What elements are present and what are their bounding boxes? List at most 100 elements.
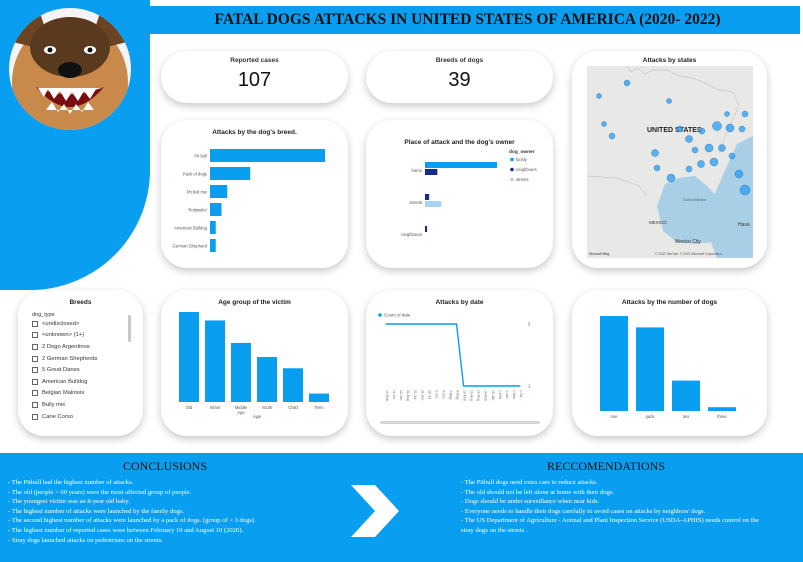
- bar[interactable]: [210, 149, 325, 162]
- map-bubble[interactable]: [666, 173, 676, 183]
- data-point[interactable]: [420, 323, 422, 325]
- bar[interactable]: [425, 169, 438, 175]
- map-bubble[interactable]: [712, 121, 722, 131]
- data-point[interactable]: [455, 323, 458, 325]
- map-bubble[interactable]: [676, 125, 684, 133]
- map-bubble[interactable]: [734, 169, 744, 179]
- map-gulf-label: Gulf of Mexico: [683, 198, 706, 202]
- checkbox-icon[interactable]: [32, 378, 38, 385]
- x-tick-label: 21-Jul: [413, 390, 417, 399]
- data-point[interactable]: [385, 323, 387, 325]
- data-point[interactable]: [399, 323, 401, 325]
- x-tick-label: 15-Jan: [491, 390, 495, 400]
- bar[interactable]: [231, 342, 251, 402]
- data-point[interactable]: [512, 385, 514, 387]
- us-map[interactable]: UNITED STATES MEXICO Mexico City Gulf of…: [587, 66, 753, 258]
- bar[interactable]: [210, 221, 216, 234]
- bar[interactable]: [257, 357, 277, 402]
- data-point[interactable]: [484, 385, 486, 387]
- map-bubble[interactable]: [741, 110, 749, 118]
- bar[interactable]: [425, 201, 442, 207]
- checkbox-icon[interactable]: [32, 390, 38, 397]
- checkbox-icon[interactable]: [32, 320, 38, 327]
- map-bubble[interactable]: [596, 93, 602, 99]
- data-point[interactable]: [477, 385, 479, 387]
- slicer-item[interactable]: 2 German Shepherds: [32, 353, 97, 365]
- map-bubble[interactable]: [724, 111, 730, 117]
- slicer-scrollbar[interactable]: [128, 315, 131, 342]
- map-bubble[interactable]: [653, 164, 661, 172]
- data-point[interactable]: [406, 323, 408, 325]
- map-bubble[interactable]: [685, 165, 693, 173]
- data-point[interactable]: [519, 385, 521, 387]
- map-bubble[interactable]: [666, 98, 672, 104]
- legend-title: dog_owner: [509, 149, 535, 155]
- slicer-item[interactable]: Bully mix: [32, 399, 97, 411]
- checkbox-icon[interactable]: [32, 367, 38, 374]
- bar[interactable]: [210, 185, 228, 198]
- bar[interactable]: [600, 316, 628, 411]
- data-point[interactable]: [462, 385, 465, 387]
- map-bubble[interactable]: [698, 127, 706, 135]
- x-tick-label: one: [611, 414, 619, 419]
- slicer-item[interactable]: <unknown> (1+): [32, 330, 97, 342]
- map-bubble[interactable]: [691, 146, 699, 154]
- data-point[interactable]: [441, 323, 444, 325]
- bar[interactable]: [205, 320, 225, 402]
- bar[interactable]: [179, 312, 199, 402]
- checkbox-icon[interactable]: [32, 343, 38, 350]
- map-bubble[interactable]: [728, 152, 736, 160]
- bar[interactable]: [636, 327, 664, 411]
- map-bubble[interactable]: [718, 144, 726, 152]
- bar[interactable]: [425, 226, 428, 232]
- map-bubble[interactable]: [623, 79, 631, 87]
- slicer-item[interactable]: <undisclosed>: [32, 318, 97, 330]
- data-point[interactable]: [448, 323, 451, 325]
- data-point[interactable]: [470, 385, 472, 387]
- checkbox-icon[interactable]: [32, 401, 38, 408]
- map-bubble[interactable]: [725, 123, 735, 133]
- slicer-item[interactable]: Cane Corso: [32, 411, 97, 423]
- bar[interactable]: [210, 203, 222, 216]
- map-border: [587, 175, 648, 197]
- data-point[interactable]: [498, 385, 500, 387]
- series-line[interactable]: [386, 323, 520, 387]
- slicer-item[interactable]: American Bulldog: [32, 376, 97, 388]
- data-point[interactable]: [413, 323, 415, 325]
- map-bubble[interactable]: [709, 157, 719, 167]
- map-bubble[interactable]: [685, 135, 693, 143]
- map-land: [587, 66, 753, 258]
- map-bubble[interactable]: [738, 125, 746, 133]
- horizontal-scrollbar[interactable]: [380, 421, 540, 424]
- x-tick-label: 21-Aug: [406, 390, 410, 401]
- map-bubble[interactable]: [651, 149, 659, 157]
- map-country-label: UNITED STATES: [647, 127, 702, 134]
- checkbox-icon[interactable]: [32, 413, 38, 420]
- legend-label: Count of date: [384, 313, 411, 318]
- bar[interactable]: [425, 162, 497, 168]
- checkbox-icon[interactable]: [32, 355, 38, 362]
- map-bubble[interactable]: [704, 143, 714, 153]
- map-bubble[interactable]: [697, 160, 705, 168]
- bar[interactable]: [425, 194, 430, 200]
- bar[interactable]: [672, 380, 700, 411]
- slicer-item[interactable]: Belgian Malinois: [32, 388, 97, 400]
- bar[interactable]: [708, 407, 736, 411]
- data-point[interactable]: [505, 385, 507, 387]
- slicer-item[interactable]: 5 Great Danes: [32, 364, 97, 376]
- checkbox-icon[interactable]: [32, 332, 38, 339]
- date-chart-card: Attacks by date 10-Feb 11-Jul 12-Jun 21-Aug…: [366, 290, 553, 436]
- bar[interactable]: [210, 239, 216, 252]
- data-point[interactable]: [427, 323, 429, 325]
- map-bubble[interactable]: [739, 184, 751, 196]
- data-point[interactable]: [491, 385, 493, 387]
- bar[interactable]: [309, 393, 329, 402]
- data-point[interactable]: [434, 323, 436, 325]
- bar[interactable]: [210, 167, 251, 180]
- map-bubble[interactable]: [601, 121, 607, 127]
- slicer-item[interactable]: 2 Dogo Argentinos: [32, 341, 97, 353]
- map-bubble[interactable]: [608, 132, 616, 140]
- bar[interactable]: [283, 368, 303, 402]
- data-point[interactable]: [392, 323, 394, 325]
